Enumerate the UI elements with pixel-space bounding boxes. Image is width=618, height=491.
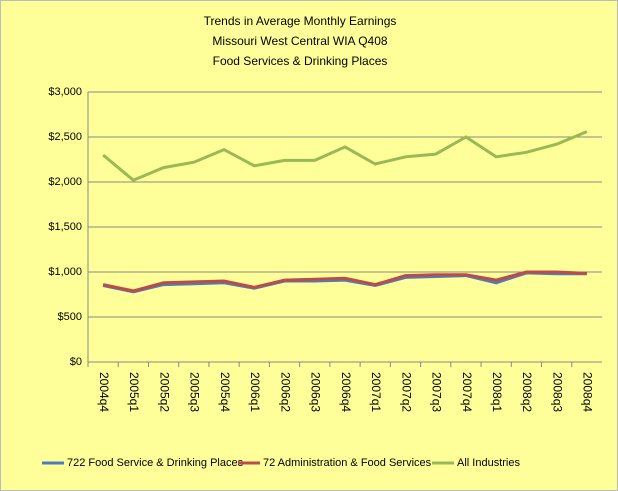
- x-tick-label: 2005q4: [218, 372, 232, 412]
- x-tick-label: 2006q2: [278, 372, 292, 412]
- x-tick-label: 2007q1: [369, 372, 383, 412]
- x-tick-label: 2006q4: [339, 372, 353, 412]
- chart-title: Trends in Average Monthly Earnings: [204, 14, 397, 28]
- x-tick-label: 2006q3: [309, 372, 323, 412]
- x-tick-label: 2005q3: [188, 372, 202, 412]
- y-tick-label: $1,500: [48, 221, 82, 233]
- x-tick-label: 2007q3: [430, 372, 444, 412]
- series-line: [102, 271, 587, 294]
- series-line: [102, 270, 587, 293]
- x-tick-label: 2005q2: [157, 372, 171, 412]
- x-tick-label: 2007q4: [460, 372, 474, 412]
- x-tick-label: 2007q2: [399, 372, 413, 412]
- chart-title: Food Services & Drinking Places: [213, 54, 388, 68]
- y-tick-label: $1,000: [48, 266, 82, 278]
- y-tick-label: $2,500: [48, 131, 82, 143]
- y-tick-label: $2,000: [48, 176, 82, 188]
- x-tick-label: 2008q2: [520, 372, 534, 412]
- x-tick-label: 2008q3: [550, 372, 564, 412]
- series-line: [102, 130, 588, 182]
- legend-label: 722 Food Service & Drinking Places: [67, 457, 244, 469]
- legend-label: All Industries: [457, 457, 520, 469]
- y-tick-label: $3,000: [48, 86, 82, 98]
- chart-title: Missouri West Central WIA Q408: [212, 34, 387, 48]
- legend-label: 72 Administration & Food Services: [263, 457, 432, 469]
- x-tick-label: 2005q1: [127, 372, 141, 412]
- x-tick-label: 2008q4: [581, 372, 595, 412]
- y-tick-label: $0: [70, 356, 82, 368]
- x-tick-label: 2008q1: [490, 372, 504, 412]
- x-tick-label: 2006q1: [248, 372, 262, 412]
- x-tick-label: 2004q4: [97, 372, 111, 412]
- y-tick-label: $500: [58, 311, 82, 323]
